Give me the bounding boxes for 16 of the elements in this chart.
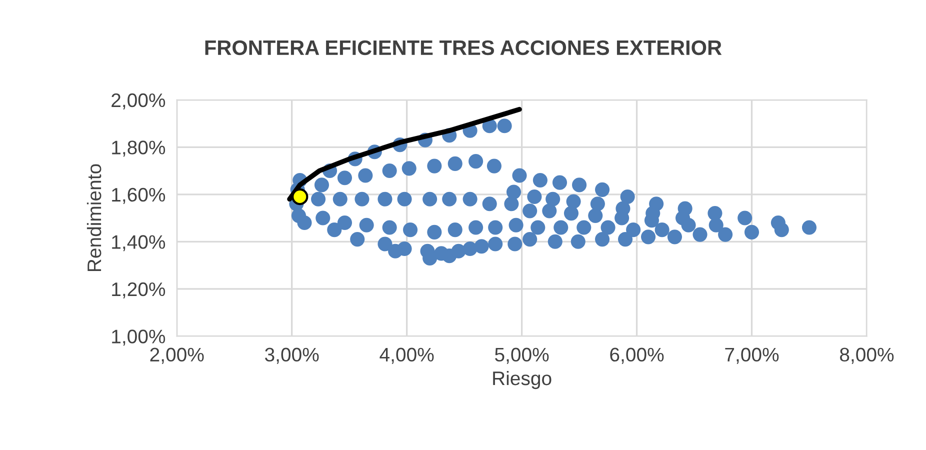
y-tick-label: 1,20% <box>112 282 166 298</box>
x-tick-label: 7,00% <box>725 348 779 364</box>
x-axis-title: Riesgo <box>493 370 552 390</box>
y-tick-label: 2,00% <box>112 93 166 110</box>
y-tick-label: 1,40% <box>112 235 166 252</box>
y-tick-label: 1,00% <box>112 330 166 346</box>
x-tick-label: 6,00% <box>610 348 664 364</box>
x-tick-label: 5,00% <box>495 348 549 364</box>
x-tick-label: 2,00% <box>150 348 204 364</box>
x-tick-label: 8,00% <box>840 348 894 364</box>
chart-title: FRONTERA EFICIENTE TRES ACCIONES EXTERIOR <box>205 40 722 56</box>
x-tick-label: 3,00% <box>265 348 319 364</box>
y-tick-label: 1,60% <box>112 188 166 204</box>
y-axis-title: Rendimiento <box>86 164 102 272</box>
y-tick-label: 1,80% <box>112 140 166 157</box>
x-tick-label: 4,00% <box>380 348 434 364</box>
